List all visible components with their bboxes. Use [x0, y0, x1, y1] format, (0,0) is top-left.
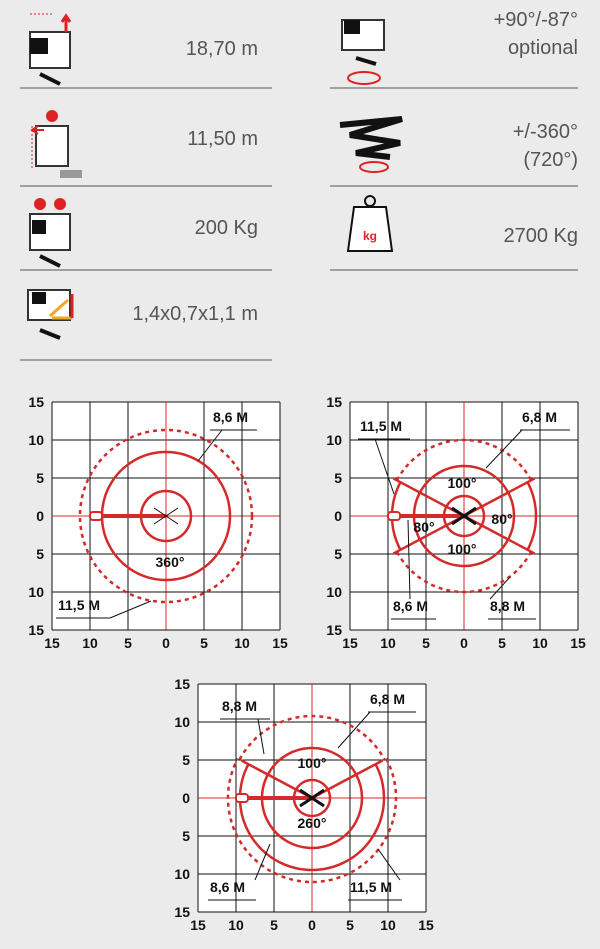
turret [153, 507, 179, 525]
diagram-label: 8,6 M [210, 879, 245, 895]
dividers [20, 87, 578, 361]
diagram-label: 360° [156, 554, 185, 570]
x-axis-label: 15 [342, 635, 358, 651]
y-axis-label: 0 [182, 790, 190, 806]
diagram-label: 6,8 M [522, 409, 557, 425]
y-axis-label: 15 [174, 676, 190, 692]
x-axis-label: 10 [532, 635, 548, 651]
leader-line [254, 843, 271, 881]
x-axis-label: 15 [190, 917, 206, 933]
y-axis-label: 10 [326, 584, 342, 600]
boom-basket [89, 511, 103, 521]
y-axis-label: 10 [28, 584, 44, 600]
y-axis-label: 0 [36, 508, 44, 524]
spec-value: 2700 Kg [503, 225, 578, 247]
y-axis-label: 10 [174, 714, 190, 730]
spec-value: 18,70 m [186, 38, 258, 60]
diagram-label: 8,6 M [213, 409, 248, 425]
leader-line [377, 848, 401, 881]
x-axis-label: 15 [418, 917, 434, 933]
y-axis-label: 5 [182, 828, 190, 844]
x-axis-label: 10 [380, 635, 396, 651]
icon-label: kg [363, 229, 377, 243]
diagram-label: 8,8 M [222, 698, 257, 714]
x-axis-label: 5 [124, 635, 132, 651]
leader-line [337, 711, 371, 749]
leader-line [489, 576, 511, 600]
diagram-label: 80° [413, 519, 434, 535]
icons [27, 13, 403, 340]
turret [451, 506, 477, 526]
y-axis-label: 0 [334, 508, 342, 524]
x-axis-label: 0 [460, 635, 468, 651]
range-arc [395, 438, 533, 481]
y-axis-label: 5 [182, 752, 190, 768]
diagram-label: 11,5 M [58, 597, 100, 613]
y-axis-label: 15 [326, 622, 342, 638]
spec-value: (720°) [523, 149, 578, 171]
x-axis-label: 5 [200, 635, 208, 651]
diagram-label: 8,8 M [490, 598, 525, 614]
leader-line [485, 429, 523, 469]
range-arc [238, 763, 386, 872]
leader-line [374, 438, 395, 495]
leader-line [257, 718, 265, 755]
x-axis-label: 10 [380, 917, 396, 933]
diagram-label: 8,6 M [393, 598, 428, 614]
x-axis-label: 15 [44, 635, 60, 651]
x-axis-label: 10 [82, 635, 98, 651]
y-axis-label: 15 [28, 622, 44, 638]
diagram-label: 6,8 M [370, 691, 405, 707]
leader-line [109, 600, 152, 619]
boom-basket [387, 511, 401, 521]
spec-value: optional [508, 37, 578, 59]
y-axis-label: 5 [334, 546, 342, 562]
diagram-label: 100° [298, 755, 327, 771]
y-axis-label: 15 [326, 394, 342, 410]
diagram-label: 100° [448, 475, 477, 491]
x-axis-label: 15 [570, 635, 586, 651]
y-axis-label: 10 [174, 866, 190, 882]
y-axis-label: 5 [334, 470, 342, 486]
turret [299, 788, 325, 808]
y-axis-label: 10 [326, 432, 342, 448]
diagram-label: 100° [448, 541, 477, 557]
spec-value: 1,4x0,7x1,1 m [132, 303, 258, 325]
y-axis-label: 15 [174, 904, 190, 920]
x-axis-label: 0 [308, 917, 316, 933]
spec-value: 11,50 m [187, 128, 258, 150]
spec-value: +/-360° [513, 121, 578, 143]
boom-basket [235, 793, 249, 803]
y-axis-label: 10 [28, 432, 44, 448]
x-axis-label: 10 [228, 917, 244, 933]
spec-value: 200 Kg [195, 217, 258, 239]
range-arc [526, 481, 538, 551]
x-axis-label: 15 [272, 635, 288, 651]
x-axis-label: 10 [234, 635, 250, 651]
spec-value: +90°/-87° [494, 9, 578, 31]
leader-line [407, 519, 411, 600]
diagram-label: 11,5 M [350, 879, 392, 895]
range-arc [395, 551, 533, 594]
y-axis-label: 5 [36, 546, 44, 562]
diagram-label: 260° [298, 815, 327, 831]
x-axis-label: 5 [422, 635, 430, 651]
x-axis-label: 5 [270, 917, 278, 933]
leader-line [197, 429, 223, 462]
y-axis-label: 15 [28, 394, 44, 410]
range-arc [238, 714, 386, 761]
x-axis-label: 0 [162, 635, 170, 651]
x-axis-label: 5 [498, 635, 506, 651]
y-axis-label: 5 [36, 470, 44, 486]
diagram-label: 11,5 M [360, 418, 402, 434]
diagram-label: 80° [491, 511, 512, 527]
x-axis-label: 5 [346, 917, 354, 933]
